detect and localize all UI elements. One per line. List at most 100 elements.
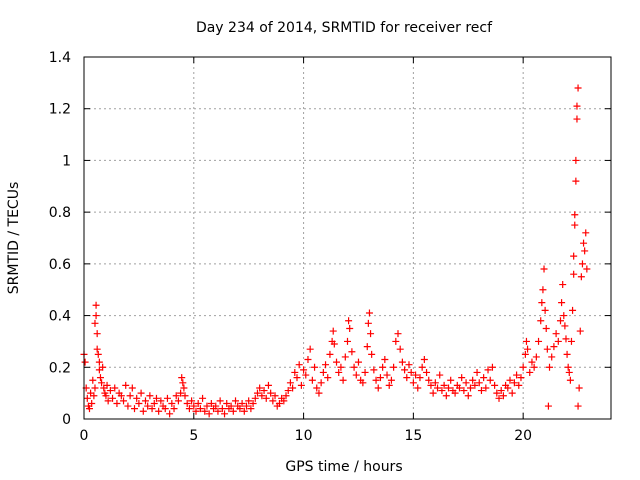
data-point: [103, 381, 111, 389]
data-point: [221, 410, 229, 418]
data-point: [548, 353, 556, 361]
data-point: [322, 361, 330, 369]
data-point: [376, 374, 384, 382]
data-point: [447, 376, 455, 384]
data-point: [565, 368, 573, 376]
data-point: [563, 350, 571, 358]
data-point: [416, 374, 424, 382]
data-point: [475, 379, 483, 387]
data-point: [141, 397, 149, 405]
data-point: [179, 379, 187, 387]
data-point: [352, 371, 360, 379]
data-point: [578, 260, 586, 268]
data-point: [418, 363, 426, 371]
data-point: [139, 407, 147, 415]
data-point: [91, 384, 99, 392]
data-point: [83, 394, 91, 402]
data-point: [560, 312, 568, 320]
data-point: [482, 384, 490, 392]
data-point: [93, 330, 101, 338]
data-point: [445, 384, 453, 392]
data-point: [308, 376, 316, 384]
data-point: [571, 211, 579, 219]
data-point: [462, 379, 470, 387]
data-point: [550, 343, 558, 351]
data-point: [561, 322, 569, 330]
data-point: [85, 405, 93, 413]
y-axis-label: SRMTID / TECUs: [6, 182, 22, 295]
data-point: [580, 239, 588, 247]
data-point: [181, 392, 189, 400]
data-point: [293, 374, 301, 382]
data-point: [275, 399, 283, 407]
data-point: [513, 371, 521, 379]
data-point: [583, 265, 591, 273]
data-point: [218, 405, 226, 413]
y-tick-label: 0.4: [49, 309, 71, 325]
x-axis-label: GPS time / hours: [285, 459, 402, 475]
data-point: [240, 407, 248, 415]
x-tick-label: 0: [80, 428, 89, 444]
data-point: [95, 358, 103, 366]
y-axis-ticks: 0 0.2 0.4 0.6 0.8 1 1.2 1.4: [49, 50, 611, 428]
data-point: [280, 397, 288, 405]
data-point: [339, 376, 347, 384]
data-point: [330, 340, 338, 348]
data-point: [207, 399, 215, 407]
data-point: [297, 381, 305, 389]
data-point: [88, 399, 96, 407]
data-point: [291, 368, 299, 376]
data-point: [491, 381, 499, 389]
data-point: [168, 399, 176, 407]
data-point: [93, 345, 101, 353]
data-point: [256, 384, 264, 392]
data-point: [92, 312, 100, 320]
data-point: [348, 348, 356, 356]
data-point: [269, 397, 277, 405]
data-point: [381, 356, 389, 364]
data-point: [128, 384, 136, 392]
data-point: [346, 325, 354, 332]
data-point: [262, 394, 270, 402]
data-point: [304, 356, 312, 364]
data-point: [370, 366, 378, 374]
data-point: [89, 376, 97, 384]
data-point: [572, 156, 580, 164]
data-point: [541, 306, 549, 314]
data-point: [113, 399, 121, 407]
data-point: [311, 363, 319, 371]
data-point: [183, 399, 191, 407]
data-point: [486, 376, 494, 384]
data-point: [99, 363, 107, 371]
y-tick-label: 1.2: [49, 102, 71, 118]
data-point: [337, 363, 345, 371]
data-point: [223, 399, 231, 407]
data-point: [434, 384, 442, 392]
x-tick-label: 10: [295, 428, 313, 444]
data-point: [556, 317, 564, 325]
data-point: [335, 368, 343, 376]
data-point: [374, 384, 382, 392]
data-point: [284, 387, 292, 395]
y-tick-label: 1.4: [49, 50, 71, 66]
data-point: [403, 374, 411, 382]
data-point: [469, 376, 477, 384]
grid-lines: [84, 57, 611, 419]
plot-frame: [83, 56, 612, 420]
data-point: [440, 381, 448, 389]
data-point: [458, 374, 466, 382]
data-point: [91, 319, 99, 327]
data-point: [442, 392, 450, 400]
data-point: [372, 376, 380, 384]
data-point: [412, 371, 420, 379]
data-point: [528, 358, 536, 366]
data-point: [341, 353, 349, 361]
data-point: [522, 337, 530, 345]
data-point: [569, 306, 577, 314]
data-point: [161, 405, 169, 413]
data-point: [295, 361, 303, 369]
data-point: [109, 394, 117, 402]
data-point: [438, 387, 446, 395]
data-point: [543, 345, 551, 353]
data-point: [425, 376, 433, 384]
